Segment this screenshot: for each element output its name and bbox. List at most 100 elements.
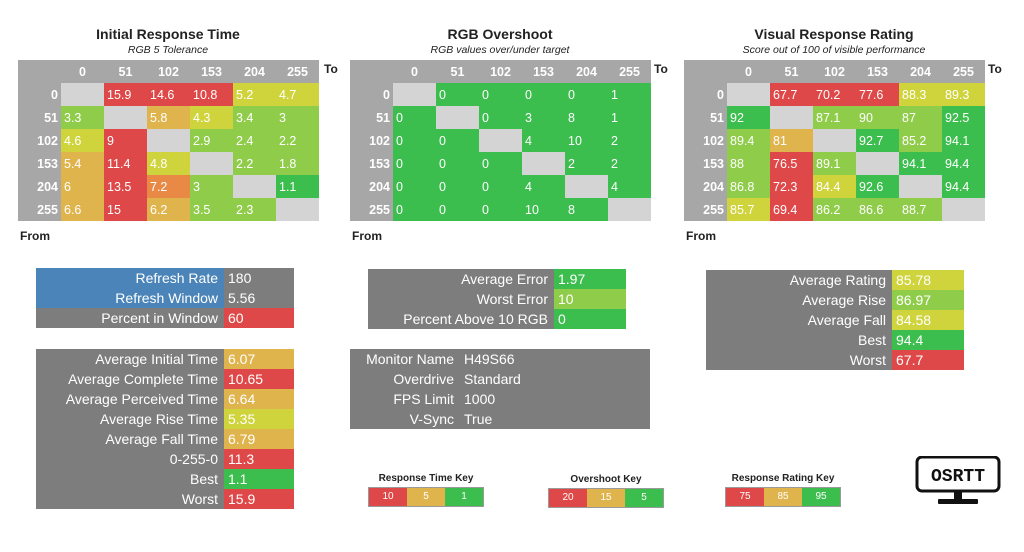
stat-label: Worst Error xyxy=(368,289,554,309)
row-header: 102 xyxy=(18,129,61,152)
stat-label: Worst xyxy=(706,350,892,370)
heatmap-cell: 69.4 xyxy=(770,198,813,221)
response-time-key: Response Time Key 10 5 1 xyxy=(368,473,484,507)
heatmap-cell: 0 xyxy=(436,129,479,152)
heatmap-cell: 10 xyxy=(565,129,608,152)
key-swatch: 95 xyxy=(802,488,840,506)
chart-title-initial-response: Initial Response Time xyxy=(96,26,240,42)
stat-value: 15.9 xyxy=(224,489,294,509)
stat-value: 6.79 xyxy=(224,429,294,449)
key-swatches: 75 85 95 xyxy=(725,487,841,507)
diagonal-cell xyxy=(770,106,813,129)
stat-value: 6.64 xyxy=(224,389,294,409)
chart-subtitle-visual-rating: Score out of 100 of visible performance xyxy=(742,44,926,56)
stat-label: Monitor Name xyxy=(350,349,460,369)
stat-value: 94.4 xyxy=(892,330,964,350)
stat-label: 0-255-0 xyxy=(36,449,224,469)
diagonal-cell xyxy=(276,198,319,221)
heatmap-cell: 9 xyxy=(104,129,147,152)
heatmap-cell: 77.6 xyxy=(856,83,899,106)
heatmap-cell: 88 xyxy=(727,152,770,175)
heatmap-cell: 84.4 xyxy=(813,175,856,198)
heatmap-cell: 13.5 xyxy=(104,175,147,198)
heatmap-cell: 10 xyxy=(522,198,565,221)
heatmap-cell: 4.8 xyxy=(147,152,190,175)
stat-label: Average Error xyxy=(368,269,554,289)
stat-label: Average Rise Time xyxy=(36,409,224,429)
chart-title-visual-rating: Visual Response Rating xyxy=(754,26,914,42)
heatmap-cell: 94.4 xyxy=(942,152,985,175)
stat-value: 84.58 xyxy=(892,310,964,330)
column-header: 102 xyxy=(147,60,190,83)
stat-label: Average Rise xyxy=(706,290,892,310)
stat-label: Best xyxy=(36,469,224,489)
heatmap-cell: 89.3 xyxy=(942,83,985,106)
heatmap-visual-rating: 0 51 102 153 204 255 0 67.7 70.2 77.6 88.3 89.3 51 92… xyxy=(684,60,985,221)
diagonal-cell xyxy=(608,198,651,221)
column-header: 51 xyxy=(770,60,813,83)
stat-label: Percent in Window xyxy=(36,308,224,328)
stat-label: FPS Limit xyxy=(350,389,460,409)
stat-label: Refresh Window xyxy=(36,288,224,308)
stat-value: 86.97 xyxy=(892,290,964,310)
heatmap-cell: 92 xyxy=(727,106,770,129)
overshoot-key: Overshoot Key 20 15 5 xyxy=(548,474,664,508)
column-header: 204 xyxy=(233,60,276,83)
to-label: To xyxy=(324,62,338,76)
diagonal-cell xyxy=(436,106,479,129)
heatmap-cell: 92.6 xyxy=(856,175,899,198)
heatmap-cell: 85.2 xyxy=(899,129,942,152)
stat-label: Worst xyxy=(36,489,224,509)
heatmap-cell: 3.5 xyxy=(190,198,233,221)
diagonal-cell xyxy=(479,129,522,152)
heatmap-cell: 2 xyxy=(608,152,651,175)
heatmap-cell: 81 xyxy=(770,129,813,152)
heatmap-cell: 0 xyxy=(393,175,436,198)
heatmap-cell: 5.8 xyxy=(147,106,190,129)
monitor-icon xyxy=(915,456,1001,504)
chart-subtitle-initial-response: RGB 5 Tolerance xyxy=(127,44,209,56)
heatmap-cell: 6.2 xyxy=(147,198,190,221)
heatmap-cell: 15.9 xyxy=(104,83,147,106)
heatmap-cell: 5.4 xyxy=(61,152,104,175)
heatmap-cell: 0 xyxy=(479,83,522,106)
heatmap-cell: 4 xyxy=(608,175,651,198)
stat-value: 1.97 xyxy=(554,269,626,289)
key-swatch: 15 xyxy=(587,489,625,507)
heatmap-cell: 0 xyxy=(436,198,479,221)
key-title: Response Time Key xyxy=(378,473,474,484)
heatmap-cell: 1.1 xyxy=(276,175,319,198)
heatmap-cell: 1 xyxy=(608,83,651,106)
heatmap-cell: 94.1 xyxy=(899,152,942,175)
heatmap-cell: 10.8 xyxy=(190,83,233,106)
heatmap-cell: 4 xyxy=(522,129,565,152)
from-label: From xyxy=(20,229,50,243)
stat-value: 5.56 xyxy=(224,288,294,308)
key-swatches: 10 5 1 xyxy=(368,487,484,507)
diagonal-cell xyxy=(813,129,856,152)
column-header: 51 xyxy=(104,60,147,83)
stat-value: 5.35 xyxy=(224,409,294,429)
row-header: 153 xyxy=(684,152,727,175)
heatmap-cell: 0 xyxy=(479,175,522,198)
stat-label: Average Fall Time xyxy=(36,429,224,449)
key-swatch: 75 xyxy=(726,488,764,506)
row-header: 51 xyxy=(18,106,61,129)
from-label: From xyxy=(352,229,382,243)
stat-label: Average Initial Time xyxy=(36,349,224,369)
column-header: 153 xyxy=(190,60,233,83)
column-header: 102 xyxy=(479,60,522,83)
diagonal-cell xyxy=(233,175,276,198)
heatmap-cell: 2.3 xyxy=(233,198,276,221)
heatmap-cell: 86.8 xyxy=(727,175,770,198)
heatmap-cell: 86.6 xyxy=(856,198,899,221)
heatmap-cell: 0 xyxy=(393,198,436,221)
corner-cell xyxy=(684,60,727,83)
logo-text: OSRTT xyxy=(931,467,985,487)
heatmap-cell: 85.7 xyxy=(727,198,770,221)
heatmap-cell: 1 xyxy=(608,106,651,129)
stat-value: 180 xyxy=(224,268,294,288)
row-header: 51 xyxy=(350,106,393,129)
heatmap-cell: 94.1 xyxy=(942,129,985,152)
heatmap-cell: 3 xyxy=(522,106,565,129)
